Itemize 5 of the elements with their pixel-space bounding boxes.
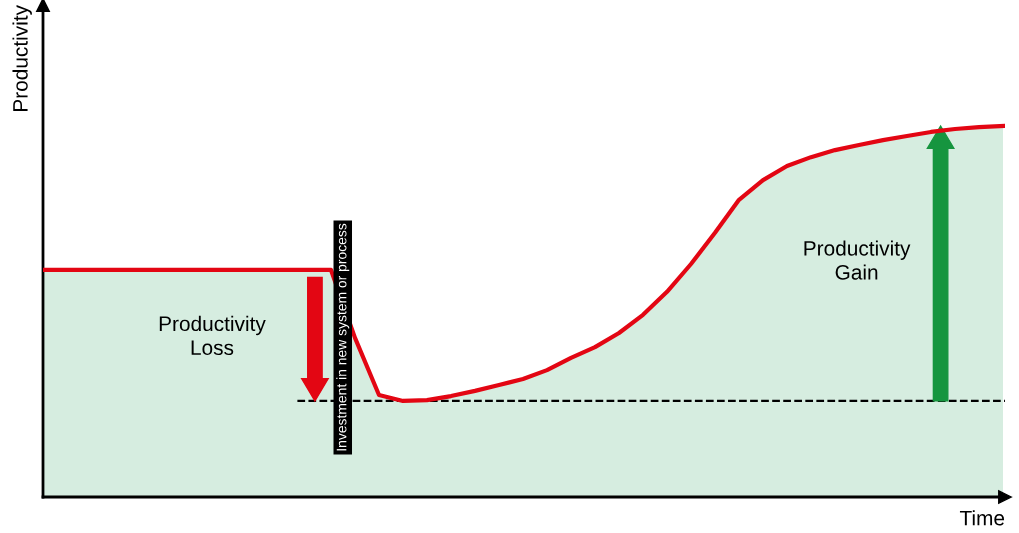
annotation: Investment in new system or process — [336, 223, 350, 451]
annotation: Productivity Gain — [804, 240, 911, 280]
x-axis-title: Time — [959, 510, 1005, 526]
y-axis-title: Productivity — [12, 5, 32, 111]
annotation: Productivity Loss — [159, 315, 266, 356]
